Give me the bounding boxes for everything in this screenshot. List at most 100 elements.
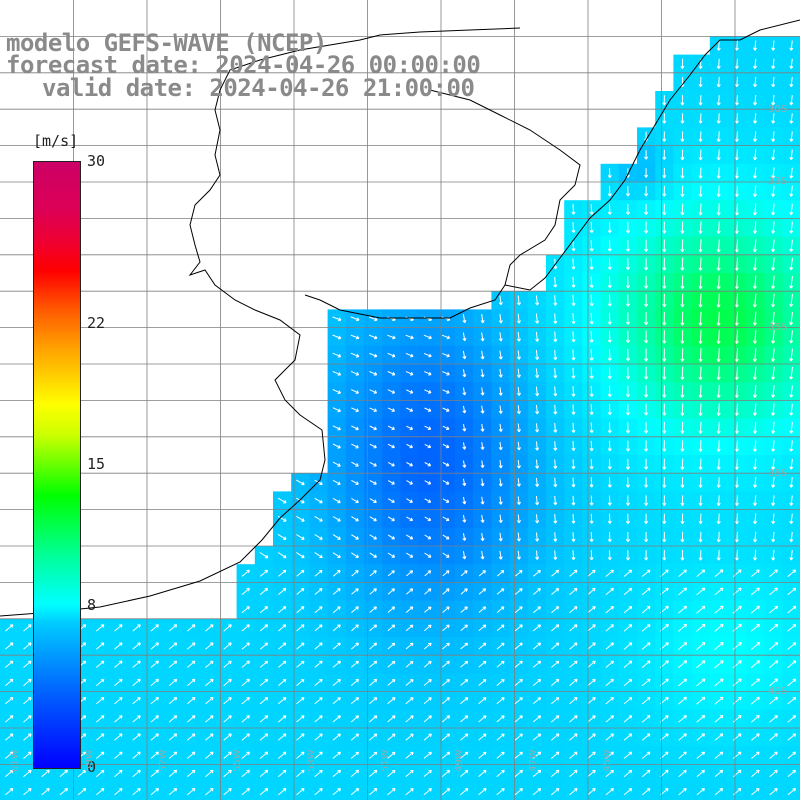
wind-arrow [332, 534, 341, 540]
wind-arrow [768, 623, 779, 632]
wind-arrow [607, 349, 612, 361]
wind-arrow [680, 293, 685, 308]
wind-arrow [369, 534, 377, 540]
wind-arrow [623, 569, 633, 577]
wind-arrow [442, 534, 450, 540]
wind-arrow [496, 624, 505, 632]
wind-arrow [698, 440, 703, 452]
wind-arrow [732, 788, 742, 796]
wind-arrow [424, 606, 432, 613]
wind-arrow [4, 788, 14, 796]
wind-arrow [551, 697, 560, 705]
wind-arrow [387, 461, 395, 467]
wind-arrow [132, 788, 141, 796]
wind-arrow [714, 769, 724, 778]
wind-arrow [678, 696, 687, 705]
wind-arrow [132, 751, 141, 759]
wind-arrow [571, 349, 576, 361]
wind-arrow [405, 371, 414, 376]
wind-arrow [405, 606, 414, 613]
wind-arrow [771, 311, 776, 326]
wind-arrow [442, 462, 450, 467]
wind-arrow [535, 368, 540, 379]
wind-arrow [441, 751, 451, 759]
wind-arrow [369, 678, 378, 686]
wind-arrow [168, 769, 178, 778]
wind-arrow [732, 642, 742, 651]
wind-arrow [680, 348, 685, 362]
wind-arrow [623, 751, 633, 759]
wind-arrow [369, 697, 378, 705]
wind-arrow [95, 733, 105, 741]
wind-arrow [587, 678, 596, 687]
wind-arrow [532, 624, 541, 632]
wind-arrow [478, 570, 486, 577]
wind-arrow [535, 350, 540, 361]
wind-arrow [769, 569, 778, 577]
wind-arrow [296, 660, 305, 668]
wind-arrow [332, 733, 341, 741]
colorbar-tick-label: 22 [87, 313, 106, 332]
wind-arrow [680, 113, 685, 124]
wind-arrow [462, 533, 467, 541]
wind-arrow [641, 769, 651, 778]
wind-arrow [462, 460, 467, 468]
wind-arrow [387, 480, 395, 485]
wind-arrow [496, 697, 505, 705]
wind-arrow [680, 531, 685, 543]
wind-arrow [753, 513, 758, 525]
wind-arrow [514, 715, 523, 723]
wind-arrow [641, 715, 651, 723]
wind-arrow [405, 352, 414, 358]
wind-arrow [332, 751, 341, 759]
wind-arrow [205, 751, 214, 759]
wind-arrow [387, 788, 396, 796]
wind-arrow [623, 587, 633, 596]
wind-arrow [478, 624, 487, 632]
wind-arrow [332, 588, 341, 595]
wind-arrow [680, 421, 685, 434]
wind-arrow [716, 403, 721, 416]
wind-arrow [387, 606, 396, 613]
wind-arrow [769, 715, 778, 723]
wind-arrow [571, 331, 576, 343]
wind-arrow [241, 788, 250, 796]
wind-arrow [644, 221, 649, 234]
longitude-label: 57W [158, 749, 169, 772]
wind-arrow [734, 131, 739, 142]
wind-arrow [662, 550, 667, 561]
wind-arrow [607, 312, 612, 325]
wind-arrow [516, 350, 521, 360]
wind-arrow [387, 516, 395, 522]
wind-arrow [680, 95, 685, 106]
wind-arrow [4, 751, 14, 759]
wind-arrow [662, 495, 667, 506]
wind-arrow [789, 330, 794, 344]
wind-arrow [752, 239, 757, 253]
wind-arrow [605, 715, 614, 723]
wind-arrow [789, 40, 794, 51]
wind-arrow [424, 407, 432, 412]
wind-arrow [406, 534, 414, 540]
wind-arrow [605, 569, 614, 577]
wind-arrow [569, 697, 578, 705]
wind-arrow [186, 678, 196, 687]
wind-arrow [625, 203, 631, 215]
wind-arrow [734, 348, 739, 362]
wind-arrow [734, 495, 739, 506]
wind-arrow [296, 678, 305, 686]
wind-arrow [625, 495, 631, 506]
wind-arrow [607, 495, 612, 506]
wind-arrow [698, 131, 703, 142]
wind-arrow [569, 642, 578, 650]
wind-arrow [259, 678, 269, 687]
wind-arrow [753, 76, 758, 88]
wind-arrow [553, 404, 558, 415]
wind-arrow [569, 678, 578, 687]
wind-arrow [516, 514, 521, 524]
wind-arrow [771, 113, 776, 124]
wind-arrow [680, 513, 685, 525]
wind-arrow [369, 660, 378, 668]
wind-arrow [789, 113, 794, 124]
wind-arrow [734, 531, 739, 543]
